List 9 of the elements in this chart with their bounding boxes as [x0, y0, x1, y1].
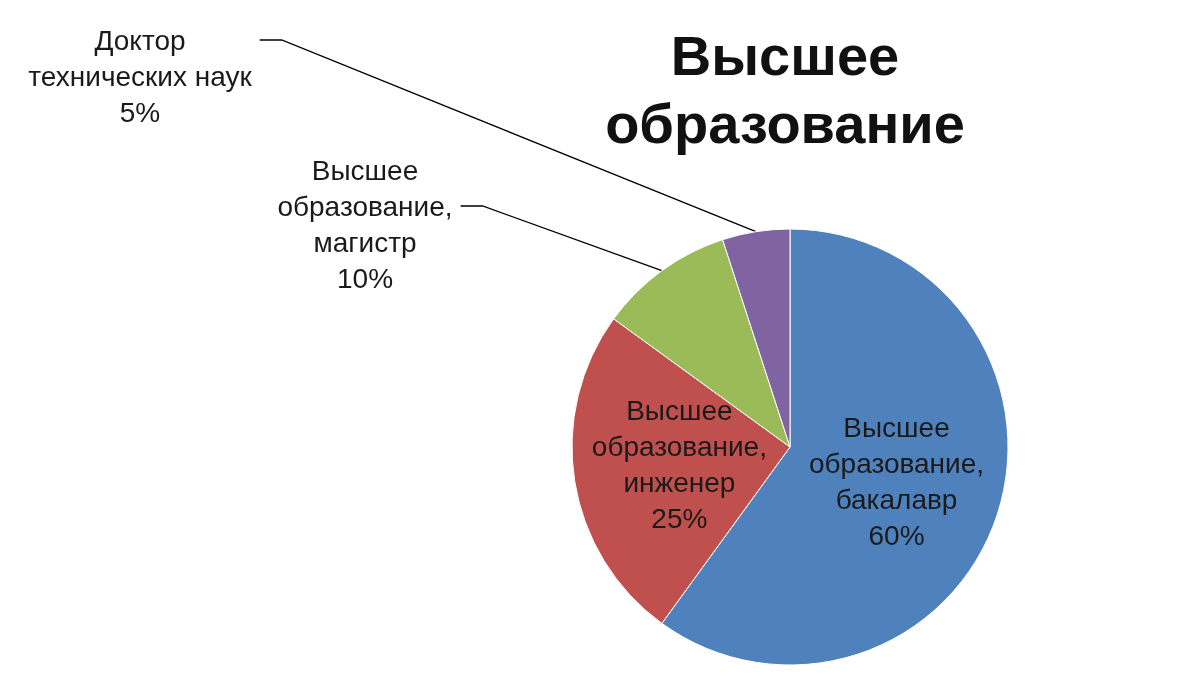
- slice-label: Доктор технических наук: [28, 24, 253, 92]
- slice-label: Высшее образование, магистр: [277, 154, 453, 258]
- data-label: 5%: [119, 96, 161, 128]
- data-label: 10%: [336, 262, 394, 294]
- text: Высшее образование: [605, 23, 965, 155]
- slice-label: Высшее образование, бакалавр: [808, 412, 985, 516]
- data-label: 25%: [651, 503, 708, 535]
- data-label: 60%: [868, 520, 925, 552]
- slice-label: Высшее образование, инженер: [591, 395, 767, 499]
